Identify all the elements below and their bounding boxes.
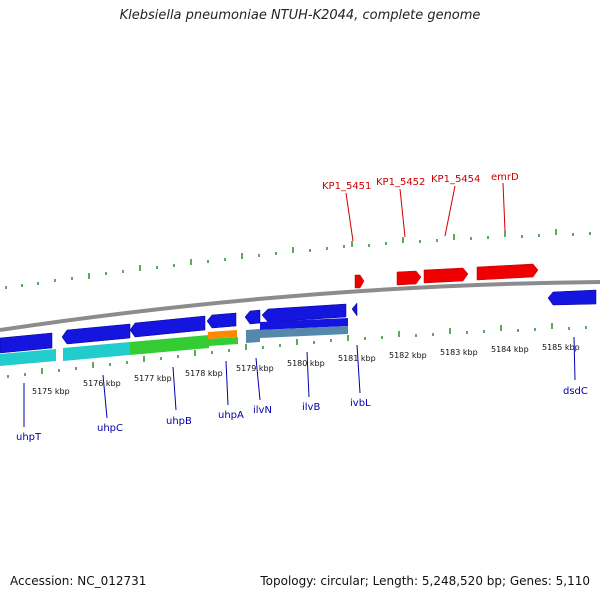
gene-ilvN xyxy=(244,309,261,325)
genome-backbone xyxy=(0,280,600,332)
gene-KP1_5451 xyxy=(354,274,365,289)
scale-label: 5181 kbp xyxy=(338,354,376,363)
outer-tick-ring xyxy=(5,229,591,289)
scale-labels: 5175 kbp 5176 kbp 5177 kbp 5178 kbp 5179… xyxy=(32,343,580,396)
forward-labels: KP1_5451 KP1_5452 KP1_5454 emrD xyxy=(322,172,519,192)
reverse-genes xyxy=(0,289,597,354)
gene-label: ilvB xyxy=(302,402,320,413)
gene-ivbL xyxy=(351,302,358,317)
scale-label: 5184 kbp xyxy=(491,345,529,354)
forward-genes xyxy=(354,263,539,289)
reverse-leaders xyxy=(23,336,576,427)
scale-label: 5179 kbp xyxy=(236,364,274,373)
scale-label: 5180 kbp xyxy=(287,359,325,368)
gene-label: uhpC xyxy=(97,423,123,434)
scale-label: 5175 kbp xyxy=(32,387,70,396)
gene-label: ivbL xyxy=(350,398,371,409)
gene-uhpC xyxy=(61,323,131,345)
gene-label: uhpB xyxy=(166,416,192,427)
scale-label: 5177 kbp xyxy=(134,374,172,383)
inner-tick-ring xyxy=(7,323,587,378)
feature-bands xyxy=(0,318,348,366)
scale-label: 5185 kbp xyxy=(542,343,580,352)
scale-label: 5176 kbp xyxy=(83,379,121,388)
scale-label: 5182 kbp xyxy=(389,351,427,360)
accession-text: Accession: NC_012731 xyxy=(10,574,147,588)
gene-label: uhpA xyxy=(218,410,244,421)
gene-uhpT xyxy=(0,332,53,354)
gene-label: KP1_5454 xyxy=(431,174,480,185)
gene-label: uhpT xyxy=(16,432,42,443)
gene-uhpA xyxy=(206,312,237,329)
reverse-labels: uhpT uhpC uhpB uhpA ilvN ilvB ivbL dsdC xyxy=(16,386,588,443)
genome-summary-text: Topology: circular; Length: 5,248,520 bp… xyxy=(260,574,590,588)
map-title: Klebsiella pneumoniae NTUH-K2044, comple… xyxy=(119,8,481,23)
gene-label: dsdC xyxy=(563,386,588,397)
scale-label: 5178 kbp xyxy=(185,369,223,378)
gene-uhpB xyxy=(129,315,206,338)
gene-dsdC xyxy=(547,289,597,306)
gene-ilvB xyxy=(261,303,347,323)
forward-leaders xyxy=(345,182,506,242)
gene-emrD xyxy=(476,263,539,281)
gene-KP1_5454 xyxy=(423,267,469,284)
gene-label: KP1_5452 xyxy=(376,177,425,188)
gene-label: KP1_5451 xyxy=(322,181,371,192)
gene-label: emrD xyxy=(491,172,519,183)
gene-KP1_5452 xyxy=(396,270,422,286)
scale-label: 5183 kbp xyxy=(440,348,478,357)
gene-label: ilvN xyxy=(253,405,272,416)
